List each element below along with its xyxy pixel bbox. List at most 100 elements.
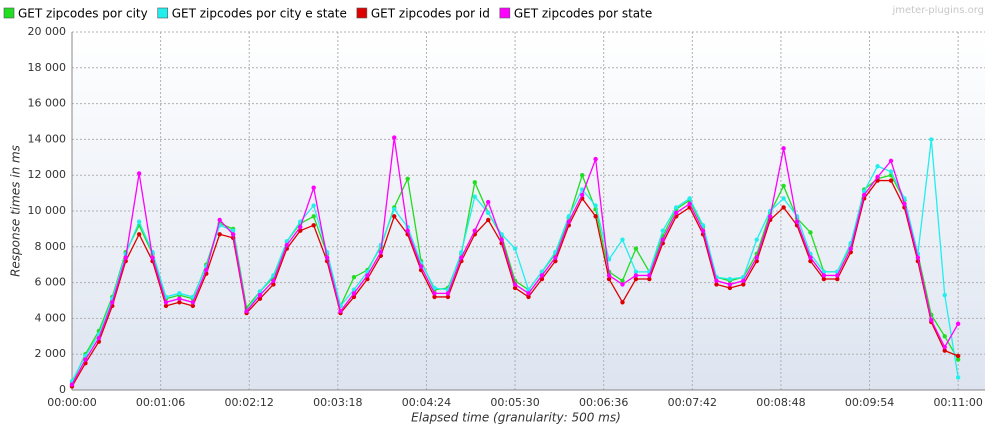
data-point (633, 269, 639, 275)
data-point (647, 276, 652, 282)
legend-label: GET zipcodes por city (18, 7, 148, 21)
data-point (378, 249, 384, 255)
data-point (230, 232, 236, 237)
data-point (727, 285, 733, 291)
data-point (673, 210, 679, 215)
data-point (580, 173, 585, 178)
data-point (620, 282, 625, 287)
data-point (794, 219, 800, 224)
y-tick-label: 4 000 (35, 311, 67, 324)
data-point (271, 278, 276, 284)
data-point (499, 237, 504, 242)
data-point (472, 228, 477, 233)
data-point (606, 273, 612, 278)
y-tick-label: 18 000 (28, 61, 67, 74)
data-point (69, 382, 75, 387)
data-point (123, 255, 128, 260)
y-tick-label: 8 000 (35, 240, 67, 253)
data-point (687, 201, 692, 207)
y-tick-label: 6 000 (35, 276, 67, 289)
data-point (459, 249, 464, 255)
data-point (204, 267, 209, 273)
data-point (929, 317, 934, 323)
data-point (217, 232, 222, 237)
y-tick-label: 10 000 (28, 204, 67, 217)
data-point (673, 205, 679, 210)
x-tick-label: 00:09:54 (845, 396, 894, 409)
data-point (861, 192, 867, 198)
data-point (244, 309, 249, 314)
data-point (257, 296, 263, 301)
data-point (714, 282, 719, 287)
legend-label: GET zipcodes por city e state (172, 7, 347, 21)
x-tick-label: 00:04:24 (402, 396, 451, 409)
data-point (714, 278, 719, 284)
data-point (445, 294, 451, 300)
data-point (915, 255, 921, 260)
data-point (553, 255, 558, 260)
data-point (835, 273, 840, 278)
data-point (526, 291, 531, 296)
data-point (311, 185, 316, 190)
data-point (257, 289, 263, 294)
data-point (512, 246, 518, 251)
data-point (606, 276, 612, 282)
data-point (136, 219, 142, 224)
data-point (902, 201, 907, 207)
data-point (566, 219, 571, 224)
data-point (311, 223, 316, 228)
data-point (754, 255, 759, 260)
data-point (888, 158, 894, 164)
data-point (741, 282, 746, 287)
data-point (418, 264, 424, 269)
x-tick-label: 00:02:12 (225, 396, 274, 409)
y-tick-label: 2 000 (35, 347, 67, 360)
data-point (942, 334, 947, 339)
data-point (633, 273, 639, 278)
legend-label: GET zipcodes por id (371, 7, 490, 21)
data-point (848, 246, 853, 251)
data-point (781, 146, 786, 151)
data-point (163, 303, 169, 309)
x-tick-label: 00:01:06 (136, 396, 185, 409)
data-point (405, 228, 410, 233)
data-point (888, 178, 894, 183)
y-tick-label: 16 000 (28, 97, 67, 110)
y-tick-label: 12 000 (28, 168, 67, 181)
y-tick-label: 0 (59, 383, 66, 396)
data-point (324, 255, 330, 260)
data-point (821, 273, 827, 278)
data-point (486, 199, 491, 205)
data-point (190, 300, 196, 305)
data-point (955, 357, 961, 362)
data-point (808, 255, 813, 260)
data-point (660, 228, 665, 233)
data-point (781, 196, 786, 201)
data-point (633, 246, 639, 251)
data-point (875, 174, 880, 180)
data-point (727, 276, 733, 282)
data-point (821, 276, 827, 282)
data-point (955, 353, 961, 359)
data-point (432, 294, 437, 300)
data-point (633, 276, 639, 282)
data-point (472, 194, 477, 199)
data-point (230, 228, 236, 233)
data-point (593, 214, 598, 219)
data-point (338, 309, 343, 314)
y-axis-label: Response times in ms (9, 145, 23, 277)
data-point (942, 348, 947, 353)
data-point (620, 237, 625, 242)
data-point (459, 255, 464, 260)
data-point (177, 300, 182, 305)
x-tick-label: 00:06:36 (579, 396, 628, 409)
data-point (512, 282, 518, 287)
data-point (96, 335, 102, 341)
data-point (257, 292, 263, 298)
data-point (110, 300, 115, 305)
data-point (808, 230, 813, 235)
data-point (392, 214, 397, 219)
data-point (620, 300, 625, 305)
data-point (472, 180, 477, 185)
